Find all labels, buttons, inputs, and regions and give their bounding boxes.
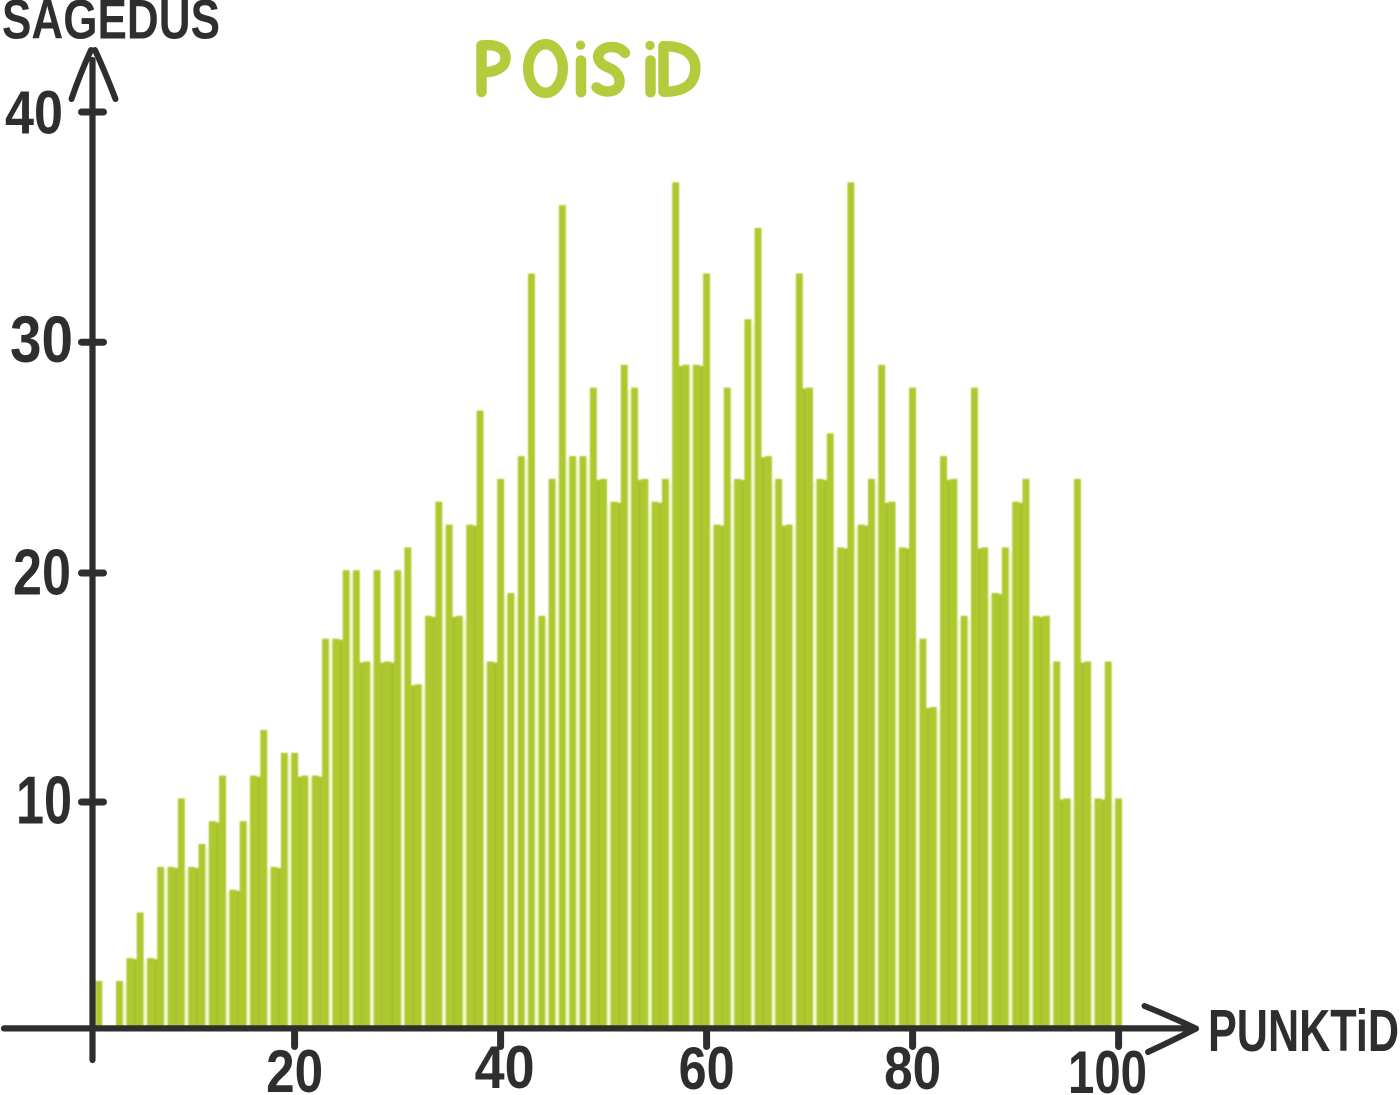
svg-text:10: 10 bbox=[16, 762, 72, 838]
svg-text:30: 30 bbox=[10, 302, 73, 376]
svg-text:100: 100 bbox=[1068, 1039, 1147, 1095]
svg-text:60: 60 bbox=[679, 1035, 735, 1095]
svg-text:40: 40 bbox=[475, 1034, 535, 1095]
svg-text:40: 40 bbox=[5, 78, 63, 146]
svg-text:PUNKTiD: PUNKTiD bbox=[1208, 998, 1399, 1064]
svg-text:20: 20 bbox=[266, 1038, 323, 1095]
svg-text:20: 20 bbox=[13, 536, 71, 609]
svg-text:80: 80 bbox=[884, 1035, 941, 1095]
svg-text:SAGEDUS: SAGEDUS bbox=[2, 0, 220, 51]
